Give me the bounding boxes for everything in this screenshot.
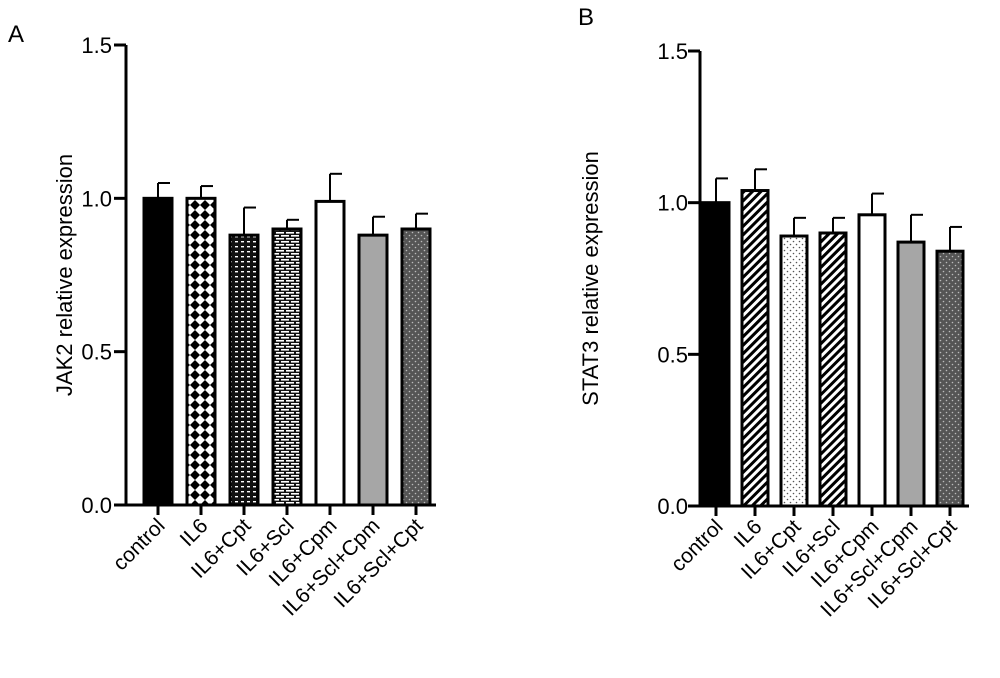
- chart-1-bar: [779, 234, 809, 508]
- chart-0-category-label: control: [109, 514, 170, 575]
- chart-1-panel-letter: B: [578, 4, 594, 31]
- chart-0-y-tick-label: 1.0: [81, 186, 112, 211]
- chart-1-bar: [701, 201, 731, 508]
- chart-1-bar: [857, 213, 887, 508]
- chart-0-bar: [357, 233, 389, 507]
- chart-1-y-tick-label: 1.0: [657, 191, 688, 216]
- chart-1-bar: [818, 231, 848, 508]
- chart-0-bar: [142, 196, 174, 507]
- chart-1-category-label: control: [667, 515, 728, 576]
- chart-1-bar: [935, 249, 965, 508]
- chart-0-bar: [400, 227, 432, 507]
- chart-1-y-tick-label: 1.5: [657, 39, 688, 64]
- chart-1-bar: [740, 189, 770, 508]
- chart-0-panel-letter: A: [8, 21, 24, 48]
- chart-1-y-axis-title: STAT3 relative expression: [578, 151, 603, 406]
- chart-0-bar: [185, 196, 217, 507]
- chart-0-y-tick-label: 0.5: [81, 340, 112, 365]
- chart-0-bar: [271, 227, 303, 507]
- chart-0-y-axis-title: JAK2 relative expression: [52, 154, 77, 396]
- chart-0-bar: [314, 199, 346, 507]
- chart-1-y-tick-label: 0.5: [657, 342, 688, 367]
- chart-1-y-tick-label: 0.0: [657, 494, 688, 519]
- chart-0-y-tick-label: 0.0: [81, 493, 112, 518]
- chart-0-bar: [228, 233, 260, 507]
- chart-1-bar: [896, 240, 926, 508]
- chart-0-y-tick-label: 1.5: [81, 33, 112, 58]
